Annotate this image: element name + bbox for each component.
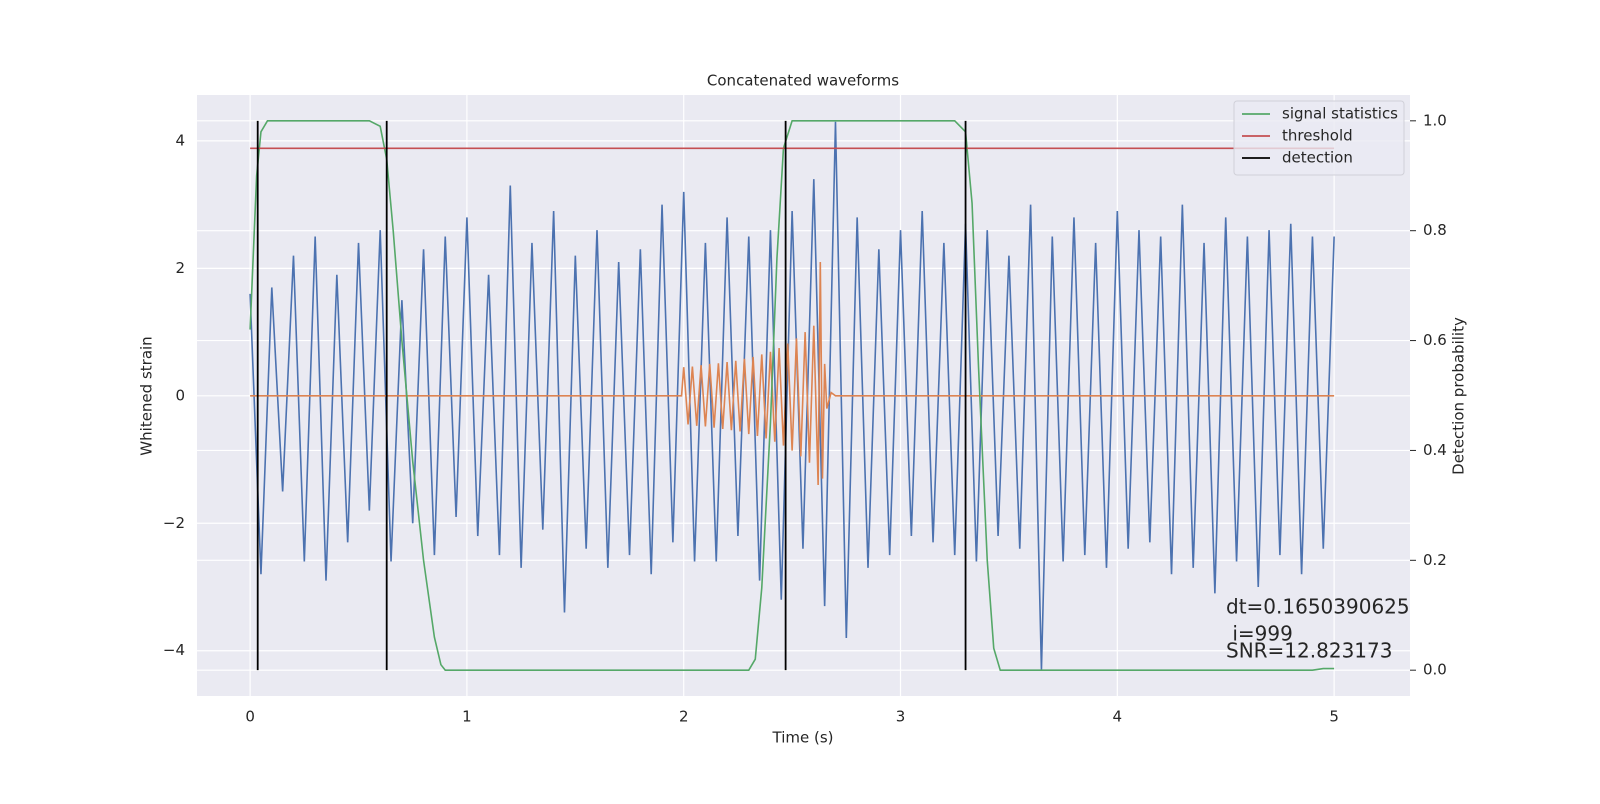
y-axis-label: Whitened strain [138,336,156,455]
y2-tick-label: 0.6 [1423,331,1447,349]
y2-tick-label: 0.8 [1423,221,1447,239]
x-axis-label: Time (s) [772,729,834,747]
series-line [250,261,1335,486]
overlay: 0 1 2 3 4 5 −4 −2 0 2 4 0.0 0.2 0.4 0.6 0.8 1.0 signal st… [163,100,1447,726]
legend-label: detection [1282,149,1353,167]
y2-tick-label: 0.4 [1423,441,1447,459]
y-tick-label: 4 [175,131,185,149]
y2-axis-label: Detection probability [1450,317,1468,475]
x-tick-label: 5 [1329,708,1339,726]
series-line [249,121,1335,670]
y-tick-label: 0 [175,386,185,404]
series-layer [249,120,1335,671]
x-tick-label: 3 [896,708,906,726]
annotation: SNR=12.823173 [1226,639,1392,663]
x-tick-label: 1 [462,708,472,726]
legend-label: signal statistics [1282,105,1398,123]
x-tick-label: 4 [1113,708,1123,726]
annotation: dt=0.1650390625 [1226,595,1410,619]
y-tick-label: −2 [163,514,185,532]
annotation: i=999 [1226,622,1293,646]
x-tick-label: 2 [679,708,689,726]
x-tick-label: 0 [245,708,255,726]
legend-box [1233,100,1405,176]
y2-tick-label: 0.0 [1423,661,1447,679]
y2-tick-label: 0.2 [1423,551,1447,569]
y2-tick-label: 1.0 [1423,111,1447,129]
chart-title: Concatenated waveforms [707,72,899,90]
y-tick-label: 2 [175,259,185,277]
legend-label: threshold [1282,127,1353,145]
y-tick-label: −4 [163,641,185,659]
series-line [249,120,1335,671]
